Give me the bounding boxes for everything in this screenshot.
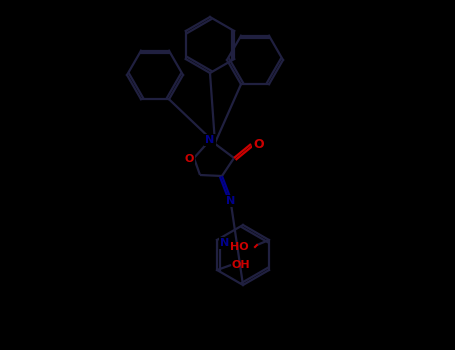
Text: HO: HO [230,242,248,252]
Text: O: O [254,138,264,150]
Text: OH: OH [232,260,250,270]
Text: N: N [205,135,215,145]
Text: O: O [184,154,194,164]
Text: N: N [220,238,230,248]
Text: N: N [227,196,236,206]
